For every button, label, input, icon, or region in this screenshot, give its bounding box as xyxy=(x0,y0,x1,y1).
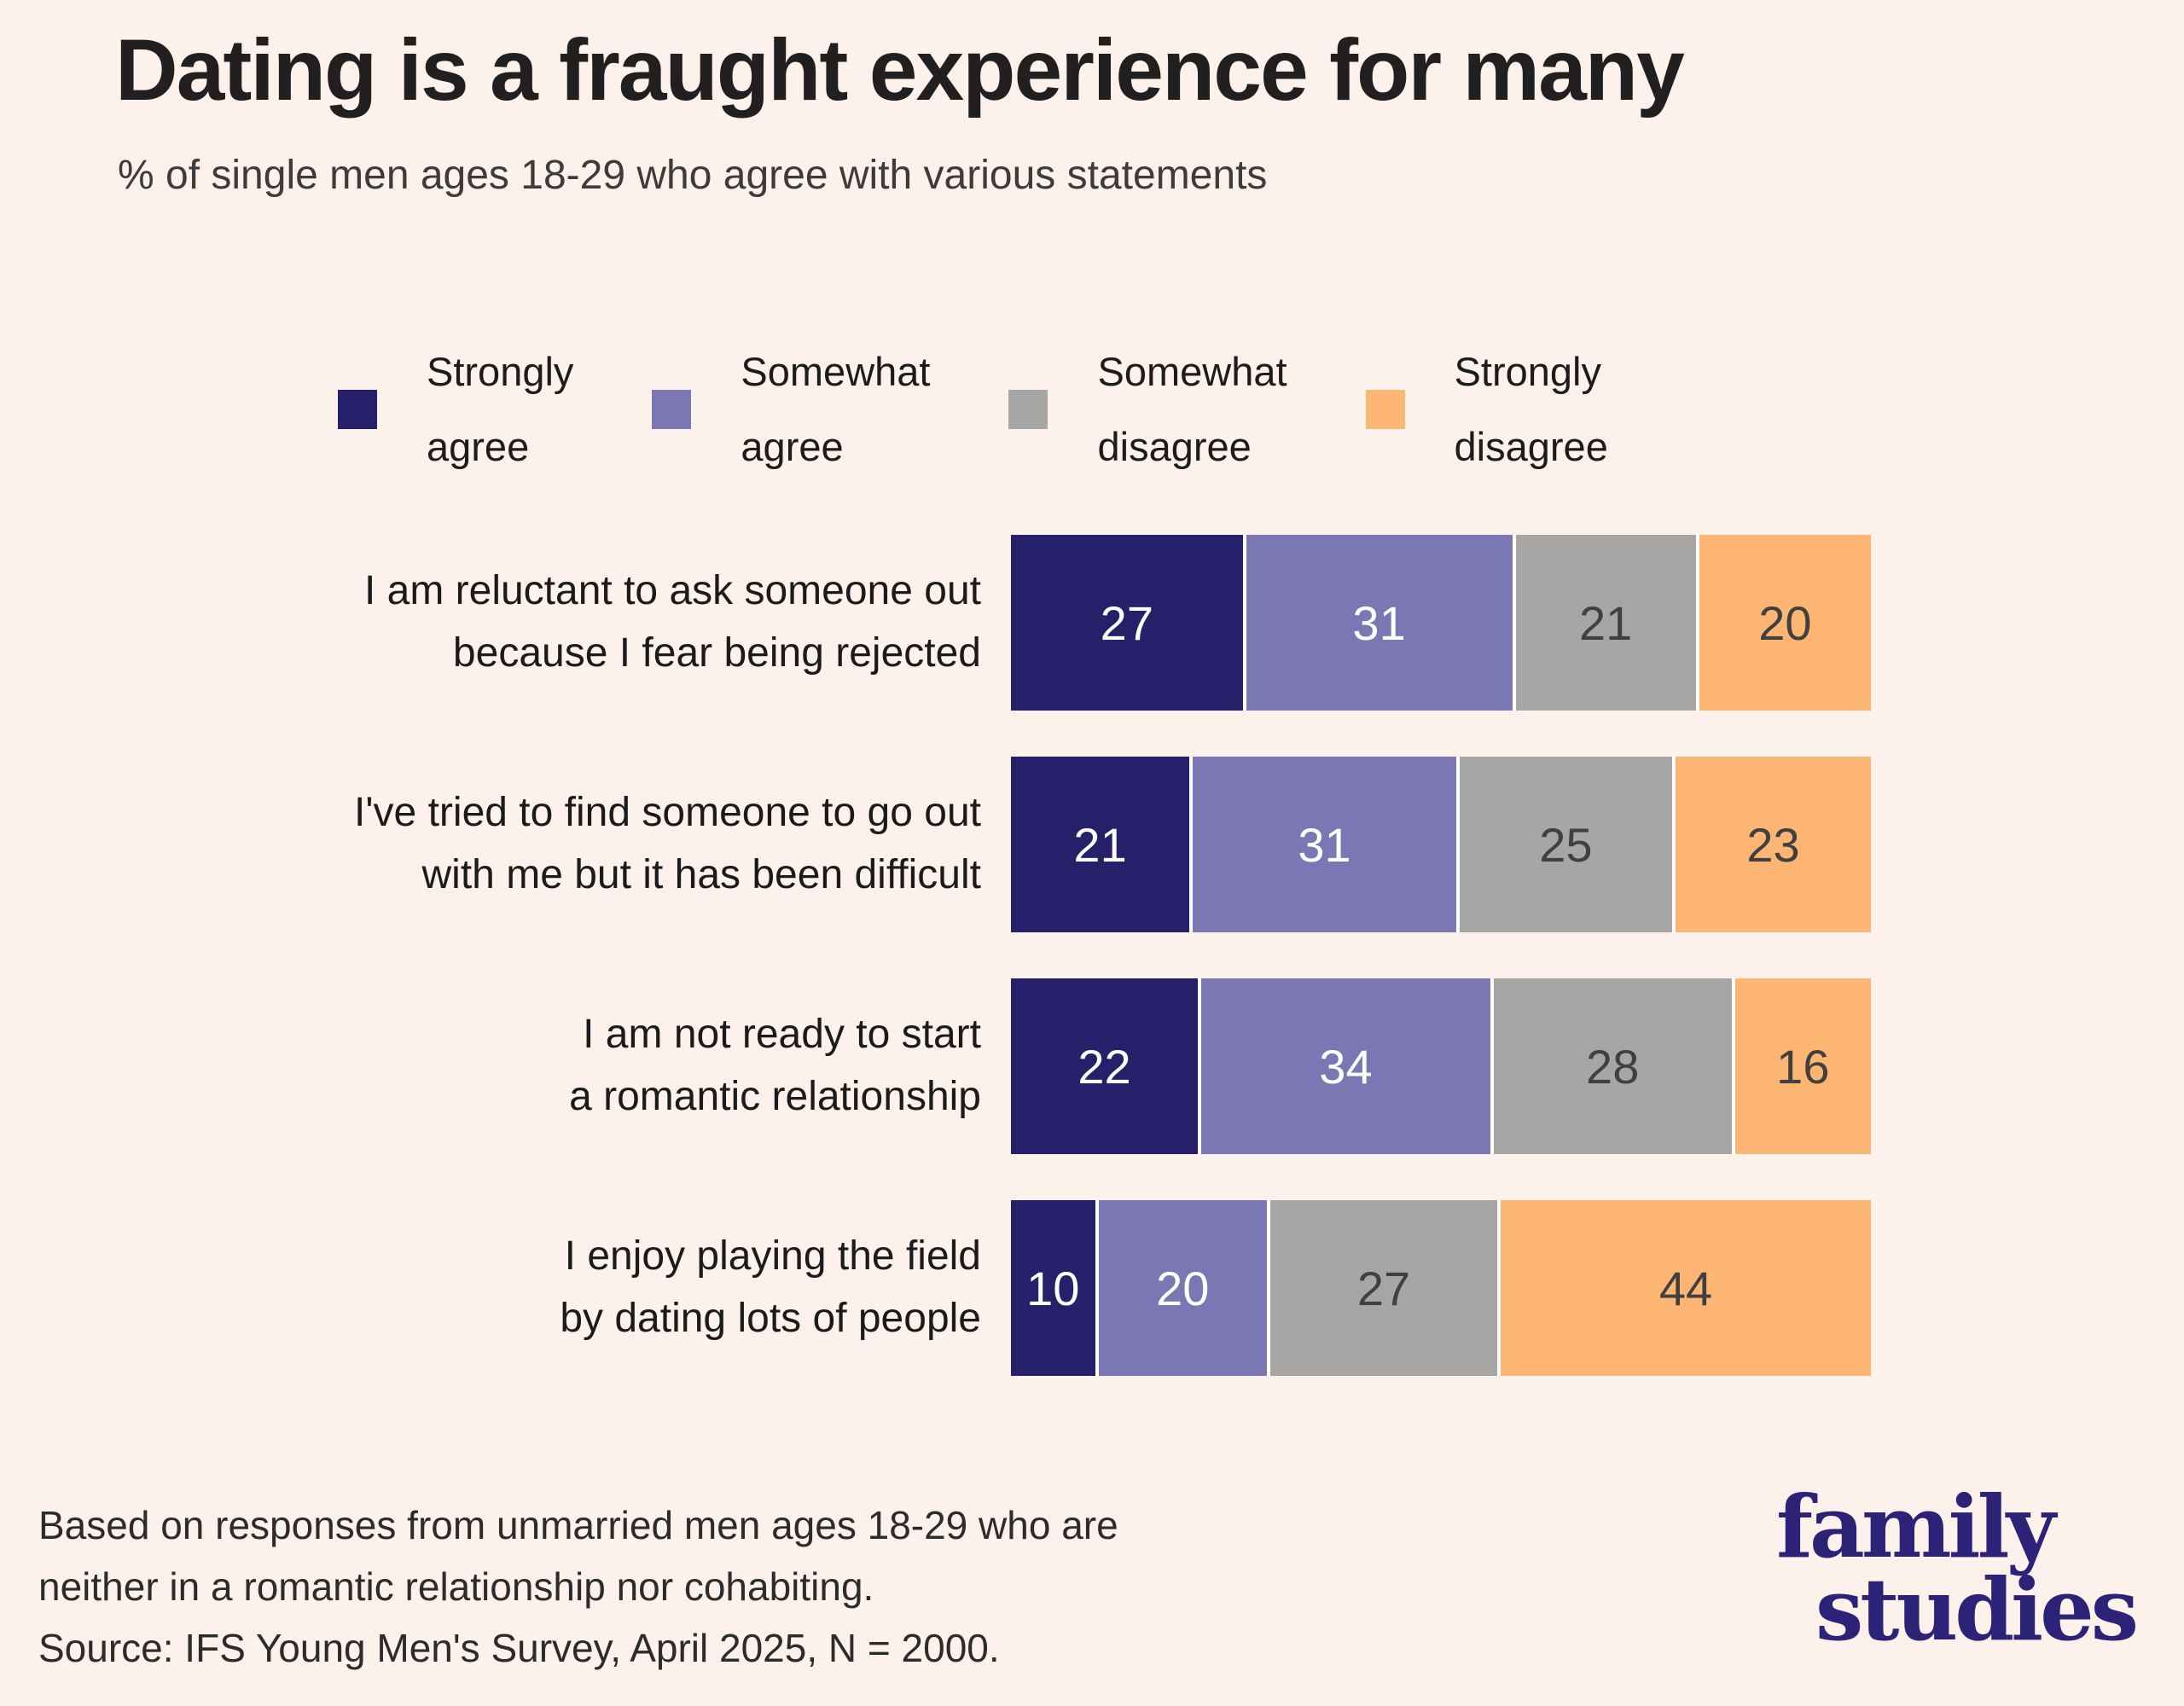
logo-line: studies xyxy=(1815,1559,2139,1660)
legend-swatch-icon xyxy=(1008,390,1048,430)
legend: Strongly agree Somewhat agree Somewhat dis… xyxy=(338,334,1608,485)
bar-segment: 21 xyxy=(1011,757,1190,932)
stacked-bar: 22 34 28 16 xyxy=(1011,978,1871,1154)
row-label-line: with me but it has been difficult xyxy=(421,852,981,897)
footnote-line: Based on responses from unmarried men ag… xyxy=(38,1503,1118,1547)
bar-segment: 34 xyxy=(1201,978,1490,1154)
legend-item: Strongly agree xyxy=(338,334,573,485)
row-label-line: because I fear being rejected xyxy=(452,630,981,676)
row-label: I've tried to find someone to go out with… xyxy=(0,757,981,932)
bar-segment: 16 xyxy=(1734,978,1871,1154)
legend-item: Strongly disagree xyxy=(1365,334,1608,485)
stacked-bar: 27 31 21 20 xyxy=(1011,535,1871,711)
logo-line: family xyxy=(1776,1477,2056,1577)
row-label-line: I am reluctant to ask someone out xyxy=(363,568,981,614)
legend-label: Somewhat disagree xyxy=(1097,349,1287,470)
family-studies-logo: family studies xyxy=(1776,1477,2139,1660)
bar-segment: 20 xyxy=(1098,1200,1267,1376)
chart-row: I enjoy playing the field by dating lots … xyxy=(0,1200,2184,1376)
stacked-bar: 10 20 27 44 xyxy=(1011,1200,1871,1376)
chart-row: I am not ready to start a romantic relati… xyxy=(0,978,2184,1154)
row-label-line: a romantic relationship xyxy=(569,1074,981,1119)
row-label-line: I am not ready to start xyxy=(583,1012,981,1058)
chart-row: I've tried to find someone to go out with… xyxy=(0,757,2184,932)
row-label: I am not ready to start a romantic relati… xyxy=(0,978,981,1154)
legend-item: Somewhat disagree xyxy=(1008,334,1287,485)
page-title: Dating is a fraught experience for many xyxy=(115,21,1685,119)
bar-segment: 20 xyxy=(1699,535,1871,711)
bar-segment: 28 xyxy=(1493,978,1732,1154)
legend-label: Strongly agree xyxy=(427,349,574,470)
legend-label: Strongly disagree xyxy=(1454,349,1608,470)
legend-swatch-icon xyxy=(1365,390,1405,430)
bar-segment: 27 xyxy=(1269,1200,1498,1376)
stacked-bar: 21 31 25 23 xyxy=(1011,757,1871,932)
row-label: I enjoy playing the field by dating lots … xyxy=(0,1200,981,1376)
bar-segment: 21 xyxy=(1515,535,1696,711)
legend-item: Somewhat agree xyxy=(652,334,930,485)
footnote-line: Source: IFS Young Men's Survey, April 20… xyxy=(38,1626,1000,1671)
row-label-line: I've tried to find someone to go out xyxy=(354,790,981,836)
legend-swatch-icon xyxy=(338,390,377,430)
row-label-line: I enjoy playing the field xyxy=(564,1233,981,1280)
legend-swatch-icon xyxy=(652,390,692,430)
footnote-line: neither in a romantic relationship nor c… xyxy=(38,1564,874,1610)
bar-segment: 23 xyxy=(1675,757,1871,932)
chart-subtitle: % of single men ages 18-29 who agree wit… xyxy=(118,153,1268,198)
bar-segment: 10 xyxy=(1011,1200,1095,1376)
stacked-bar-chart: I am reluctant to ask someone out because… xyxy=(0,535,2184,1422)
bar-segment: 44 xyxy=(1501,1200,1871,1376)
bar-segment: 31 xyxy=(1246,535,1513,711)
bar-segment: 22 xyxy=(1011,978,1199,1154)
bar-segment: 31 xyxy=(1193,757,1456,932)
row-label-line: by dating lots of people xyxy=(560,1296,981,1341)
row-label: I am reluctant to ask someone out because… xyxy=(0,535,981,711)
footnote: Based on responses from unmarried men ag… xyxy=(38,1494,1118,1680)
bar-segment: 27 xyxy=(1011,535,1243,711)
legend-label: Somewhat agree xyxy=(741,349,931,470)
bar-segment: 25 xyxy=(1459,757,1672,932)
chart-row: I am reluctant to ask someone out because… xyxy=(0,535,2184,711)
